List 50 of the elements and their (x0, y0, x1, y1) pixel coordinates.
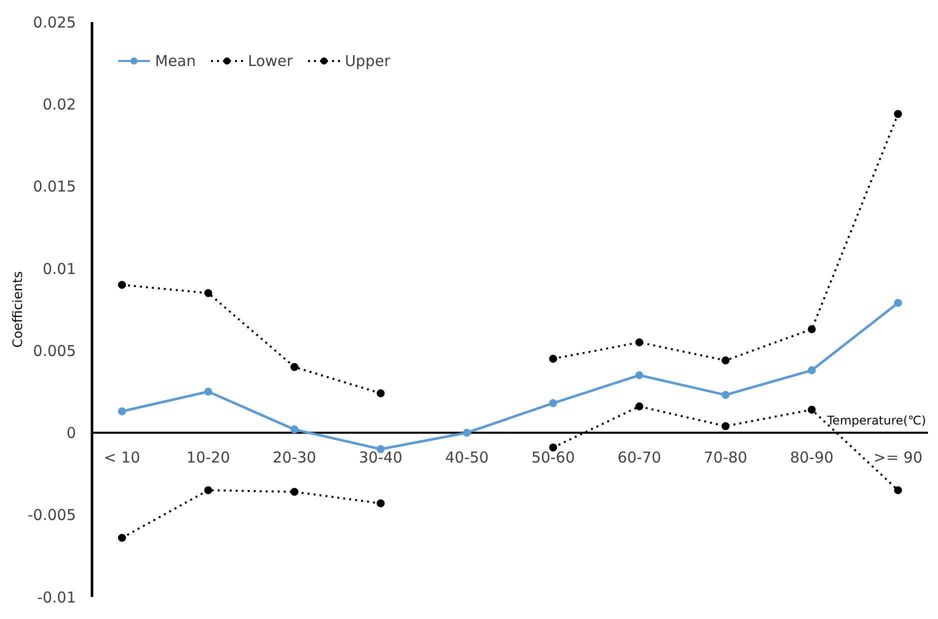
x-tick-label: >= 90 (874, 448, 922, 467)
y-tick-label: 0 (66, 424, 76, 442)
point (118, 407, 126, 416)
point (290, 425, 298, 434)
point (808, 406, 816, 414)
x-tick-label: 20-30 (272, 448, 316, 467)
point (549, 444, 558, 452)
y-tick-label: -0.01 (37, 588, 76, 606)
point (204, 388, 212, 396)
y-tick-label: 0.02 (42, 95, 76, 114)
legend-label: Mean (154, 52, 196, 70)
point (204, 486, 212, 494)
point (290, 488, 298, 496)
y-tick-label: 0.025 (33, 13, 76, 32)
x-tick-label: 50-60 (531, 448, 575, 467)
point (808, 325, 816, 334)
x-tick-label: 60-70 (618, 448, 662, 467)
legend-label: Lower (246, 52, 293, 70)
point (894, 486, 902, 494)
point (894, 110, 902, 118)
point (376, 499, 385, 508)
y-tick-label: 0.015 (33, 178, 76, 196)
x-tick-label: < 10 (104, 448, 140, 467)
point (635, 371, 644, 380)
x-tick-label: 30-40 (358, 448, 402, 467)
point (894, 298, 902, 307)
point (549, 354, 558, 363)
y-axis-title: Coefficients (11, 271, 26, 348)
x-tick-label: 40-50 (445, 448, 489, 467)
point (808, 366, 816, 374)
point (376, 389, 385, 398)
point (635, 402, 644, 410)
point (204, 289, 212, 298)
point (722, 356, 730, 364)
y-tick-label: 0.01 (42, 260, 76, 278)
x-axis-title: Temperature(℃) (826, 414, 926, 428)
x-tick-label: 80-90 (790, 448, 834, 467)
point (722, 390, 730, 399)
point (549, 399, 558, 408)
x-tick-label: 10-20 (186, 448, 230, 467)
y-tick-label: -0.005 (28, 506, 76, 524)
point (722, 422, 730, 430)
point (290, 363, 298, 371)
legend-label: Upper (344, 52, 390, 70)
x-tick-label: 70-80 (704, 448, 748, 467)
point (635, 338, 644, 346)
point (118, 534, 126, 542)
point (462, 428, 471, 437)
point (118, 280, 126, 289)
y-tick-label: 0.005 (33, 342, 76, 360)
